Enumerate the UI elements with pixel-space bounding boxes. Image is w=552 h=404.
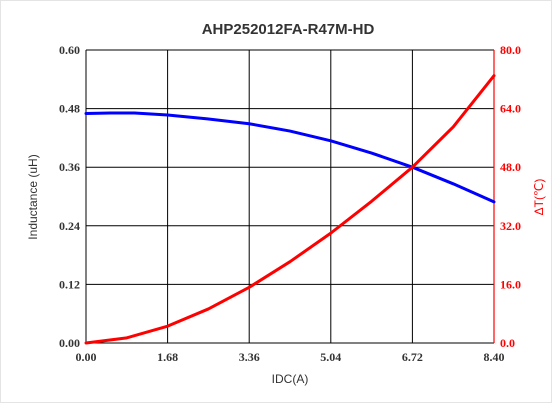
x-tick-label-3: 5.04 (320, 350, 341, 364)
y-tick-label-1: 0.12 (59, 277, 80, 291)
y2-tick-label-1: 16.0 (500, 277, 521, 291)
series-line-1 (84, 74, 496, 345)
grid (85, 49, 495, 344)
series-line-0 (84, 111, 496, 204)
x-tick-label-0: 0.00 (76, 350, 97, 364)
tick-labels: 0.00 1.68 3.36 5.04 6.72 8.40 0.00 0.12 0.24 0.36… (59, 43, 521, 364)
x-tick-label-1: 1.68 (157, 350, 178, 364)
y2-tick-label-2: 32.0 (500, 219, 521, 233)
y-tick-label-4: 0.48 (59, 102, 80, 116)
y-tick-label-2: 0.24 (59, 219, 80, 233)
x-tick-label-2: 3.36 (239, 350, 260, 364)
x-axis-label: IDC(A) (272, 372, 309, 386)
x-tick-label-4: 6.72 (402, 350, 423, 364)
series-layer (84, 74, 496, 345)
y-tick-label-0: 0.00 (59, 336, 80, 350)
y-tick-label-5: 0.60 (59, 43, 80, 57)
y2-axis-label: ΔT(℃) (532, 179, 546, 216)
x-tick-label-5: 8.40 (484, 350, 505, 364)
y2-tick-label-4: 64.0 (500, 102, 521, 116)
y2-tick-label-0: 0.0 (500, 336, 515, 350)
y-tick-label-3: 0.36 (59, 160, 80, 174)
y2-tick-label-5: 80.0 (500, 43, 521, 57)
y-axis-label: Inductance (uH) (26, 154, 40, 239)
chart-title: AHP252012FA-R47M-HD (202, 21, 375, 38)
plot-area (86, 50, 494, 343)
y2-tick-label-3: 48.0 (500, 160, 521, 174)
